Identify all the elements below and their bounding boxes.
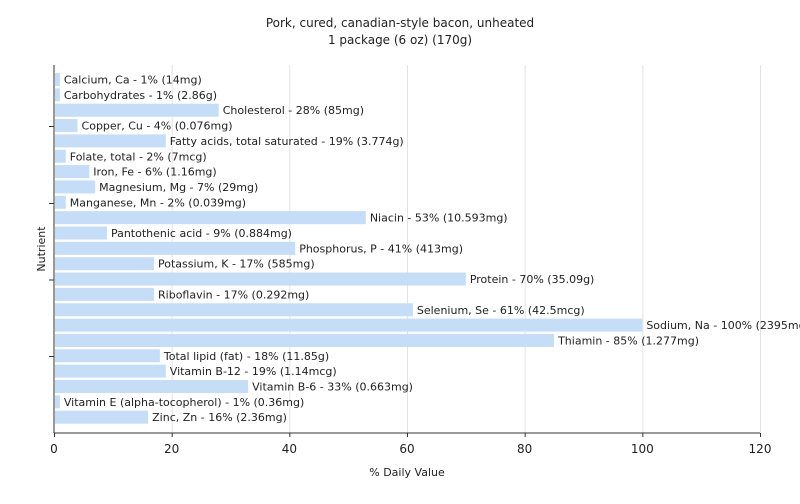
bar	[55, 241, 296, 255]
bar-label: Selenium, Se - 61% (42.5mcg)	[417, 304, 585, 317]
bar-label: Calcium, Ca - 1% (14mg)	[64, 74, 202, 87]
bar	[55, 333, 555, 347]
bar	[55, 165, 90, 179]
bar	[55, 287, 155, 301]
bar-label: Copper, Cu - 4% (0.076mg)	[82, 120, 233, 133]
gridlines	[171, 65, 761, 433]
bar	[55, 395, 60, 409]
bar-label: Pantothenic acid - 9% (0.884mg)	[111, 227, 292, 240]
bars: Calcium, Ca - 1% (14mg) Carbohydrates - 1…	[55, 73, 800, 424]
bar-label: Manganese, Mn - 2% (0.039mg)	[70, 196, 246, 209]
bar-label: Cholesterol - 28% (85mg)	[223, 104, 364, 117]
bar-label: Riboflavin - 17% (0.292mg)	[158, 288, 309, 301]
bar	[55, 380, 249, 393]
bar-label: Zinc, Zn - 16% (2.36mg)	[152, 411, 287, 424]
bar-label: Niacin - 53% (10.593mg)	[370, 212, 508, 225]
bar-label: Phosphorus, P - 41% (413mg)	[299, 242, 463, 255]
bar	[55, 364, 166, 378]
bar	[55, 303, 413, 317]
bar	[55, 195, 66, 209]
bar	[55, 119, 78, 133]
x-tick-label: 40	[282, 442, 297, 456]
x-tick-label: 80	[517, 442, 532, 456]
bar-label: Iron, Fe - 6% (1.16mg)	[93, 166, 216, 179]
bar-label: Total lipid (fat) - 18% (11.85g)	[163, 350, 329, 363]
bar	[55, 88, 60, 102]
bar	[55, 134, 166, 148]
bar	[55, 226, 107, 240]
x-tick-label: 100	[631, 442, 654, 456]
bar-label: Magnesium, Mg - 7% (29mg)	[99, 181, 258, 194]
y-axis-label: Nutrient	[35, 226, 48, 272]
x-tick-label: 20	[164, 442, 179, 456]
bar-label: Sodium, Na - 100% (2395mg)	[646, 319, 800, 332]
bar	[55, 318, 643, 332]
bar-label: Vitamin B-12 - 19% (1.14mcg)	[170, 365, 337, 378]
bar-label: Protein - 70% (35.09g)	[470, 273, 595, 286]
bar	[55, 272, 466, 286]
chart-subtitle: 1 package (6 oz) (170g)	[328, 33, 472, 47]
bar-label: Vitamin E (alpha-tocopherol) - 1% (0.36m…	[64, 396, 304, 409]
x-tick-label: 0	[50, 442, 58, 456]
bar	[55, 349, 160, 363]
bar	[55, 180, 96, 194]
bar	[55, 103, 219, 117]
bar-label: Potassium, K - 17% (585mg)	[158, 258, 315, 271]
x-tick-label: 120	[749, 442, 772, 456]
x-tick-label: 60	[399, 442, 414, 456]
bar-label: Vitamin B-6 - 33% (0.663mg)	[252, 381, 413, 394]
chart-title: Pork, cured, canadian-style bacon, unhea…	[266, 16, 534, 30]
bar-label: Fatty acids, total saturated - 19% (3.77…	[170, 135, 404, 148]
bar	[55, 73, 60, 86]
bar	[55, 257, 155, 271]
bar	[55, 211, 366, 225]
bar-label: Carbohydrates - 1% (2.86g)	[64, 89, 217, 102]
bar-label: Thiamin - 85% (1.277mg)	[557, 334, 699, 347]
bar-label: Folate, total - 2% (7mcg)	[70, 150, 207, 163]
bar	[55, 149, 66, 163]
bar	[55, 410, 149, 424]
x-ticks: 0 20 40 60 80 100 120	[49, 126, 772, 456]
x-axis-label: % Daily Value	[369, 466, 445, 479]
